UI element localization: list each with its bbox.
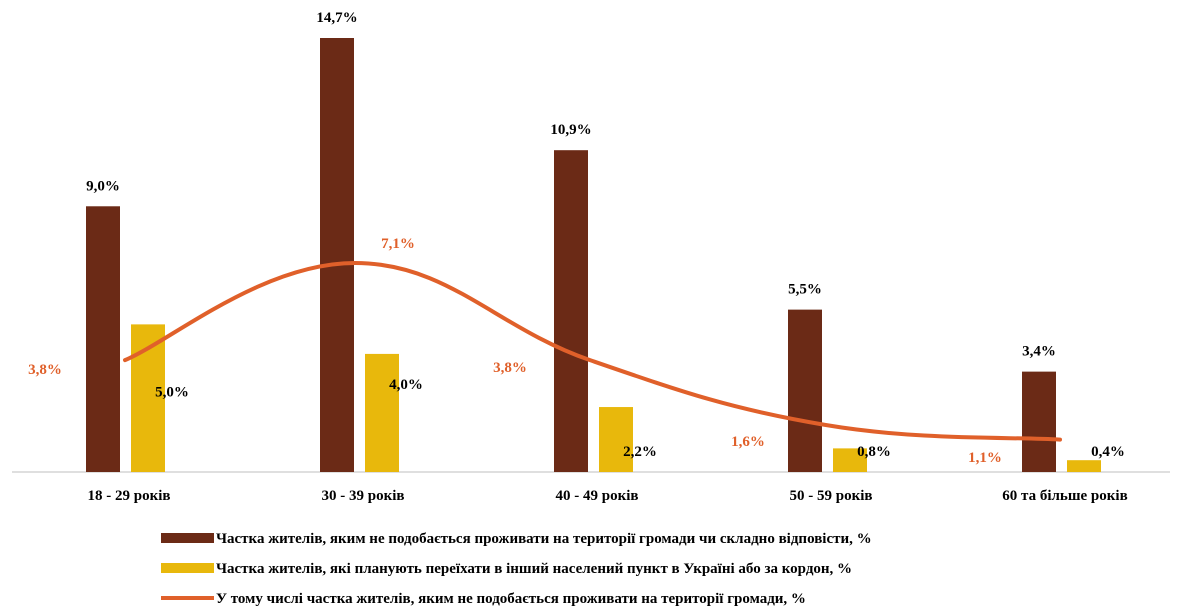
label-move-0: 5,0% [155,384,189,400]
category-label-2: 40 - 49 років [556,488,639,504]
category-label-1: 30 - 39 років [322,488,405,504]
label-line-3: 1,6% [731,434,765,450]
bar-dislike-2 [554,150,588,472]
category-label-0: 18 - 29 років [88,488,171,504]
label-layer: 9,0% 14,7% 10,9% 5,5% 3,4% 5,0% 4,0% 2,2% 0,8% 0,… [28,10,1125,466]
label-move-4: 0,4% [1091,444,1125,460]
category-label-3: 50 - 59 років [790,488,873,504]
bar-dislike-3 [788,309,822,472]
label-dislike-0: 9,0% [86,178,120,194]
bar-move-1 [365,353,399,472]
label-dislike-4: 3,4% [1022,344,1056,360]
bar-layer [86,38,1101,473]
label-dislike-2: 10,9% [550,122,591,138]
legend-label-1: Частка жителів, які планують переїхати в… [216,561,852,577]
label-line-4: 1,1% [968,450,1002,466]
legend-label-2: У тому числі частка жителів, яким не под… [216,591,806,607]
label-move-1: 4,0% [389,377,423,393]
bar-dislike-1 [320,38,354,472]
category-label-4: 60 та більше років [1002,488,1127,504]
label-dislike-1: 14,7% [316,10,357,26]
bar-dislike-4 [1022,371,1056,472]
legend-label-0: Частка жителів, яким не подобається прож… [216,531,872,547]
label-dislike-3: 5,5% [788,282,822,298]
bar-move-4 [1067,460,1101,472]
label-move-3: 0,8% [857,444,891,460]
label-line-2: 3,8% [493,360,527,376]
category-axis: 18 - 29 років 30 - 39 років 40 - 49 років 5… [88,488,1128,504]
bar-dislike-0 [86,206,120,473]
label-line-0: 3,8% [28,362,62,378]
label-move-2: 2,2% [623,444,657,460]
line-series [123,260,1062,442]
label-line-1: 7,1% [381,236,415,252]
legend: Частка жителів, яким не подобається прож… [161,531,872,607]
legend-swatch-1 [161,563,214,573]
bar-move-2 [599,407,633,472]
bar-move-3 [833,448,867,472]
legend-swatch-0 [161,533,214,543]
